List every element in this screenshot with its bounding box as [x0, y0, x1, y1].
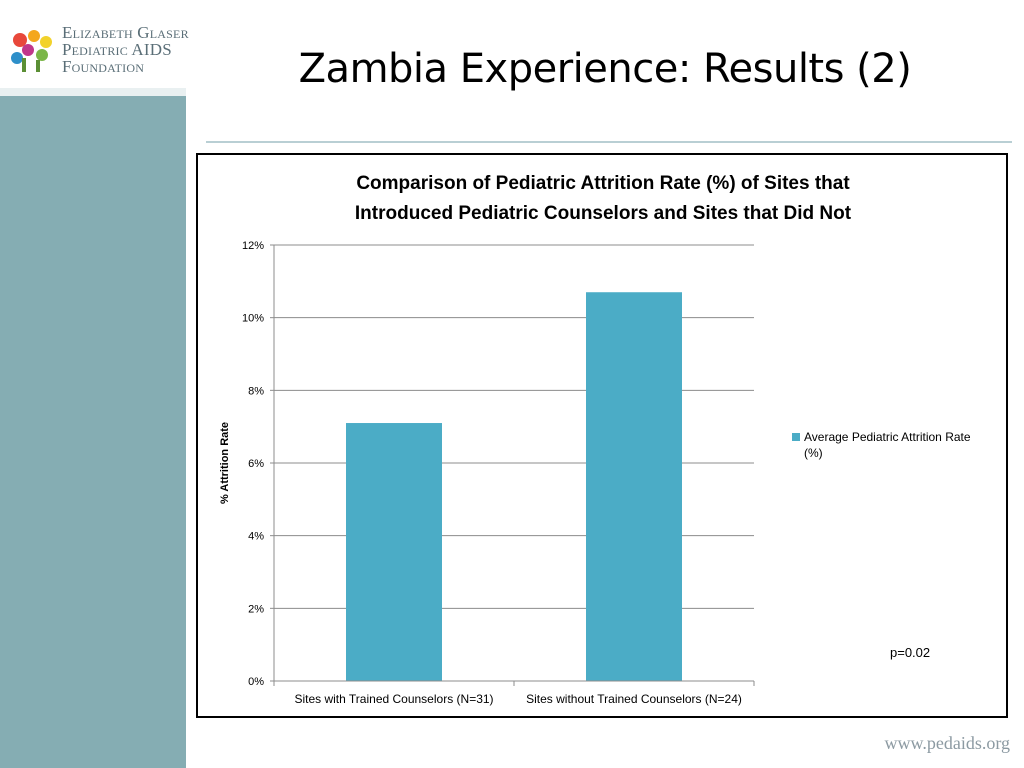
y-tick-label: 12%: [242, 240, 264, 252]
y-tick-label: 2%: [248, 603, 264, 615]
foundation-name-line2: Pediatric AIDS: [62, 40, 172, 59]
chart-legend: Average Pediatric Attrition Rate (%): [792, 429, 972, 461]
chart-title-line1: Comparison of Pediatric Attrition Rate (…: [356, 173, 850, 194]
y-tick-label: 0%: [248, 676, 264, 688]
title-divider: [206, 141, 1012, 143]
chart-frame: 0% 2% 4% 6% 8% 10% 12% Sites with Trained Couns…: [196, 153, 1008, 718]
foundation-name-line1: Elizabeth Glaser: [62, 23, 189, 42]
y-axis-label: % Attrition Rate: [219, 422, 231, 504]
flower-logo-icon: [11, 30, 52, 72]
bar: [586, 292, 682, 681]
foundation-logo: Elizabeth Glaser Pediatric AIDS Foundati…: [8, 24, 189, 80]
legend-swatch: [792, 433, 800, 441]
x-category-label: Sites with Trained Counselors (N=31): [294, 692, 493, 706]
bar-chart: 0% 2% 4% 6% 8% 10% 12% Sites with Trained Couns…: [219, 240, 755, 706]
sidebar-panel: [0, 88, 186, 768]
y-tick-label: 8%: [248, 385, 264, 397]
y-tick-label: 4%: [248, 531, 264, 543]
chart-title-line2: Introduced Pediatric Counselors and Site…: [354, 203, 852, 224]
footer-url: www.pedaids.org: [884, 733, 1010, 753]
chart-title: Comparison of Pediatric Attrition Rate (…: [288, 169, 918, 229]
foundation-name: Elizabeth Glaser Pediatric AIDS Foundati…: [62, 24, 189, 75]
bar: [346, 423, 442, 681]
foundation-name-line3: Foundation: [62, 57, 145, 76]
x-category-label: Sites without Trained Counselors (N=24): [526, 692, 742, 706]
legend-label: Average Pediatric Attrition Rate (%): [804, 430, 971, 460]
p-value-annotation: p=0.02: [890, 645, 931, 660]
y-tick-label: 10%: [242, 313, 264, 325]
page-title: Zambia Experience: Results (2): [298, 46, 912, 92]
y-tick-label: 6%: [248, 458, 264, 470]
